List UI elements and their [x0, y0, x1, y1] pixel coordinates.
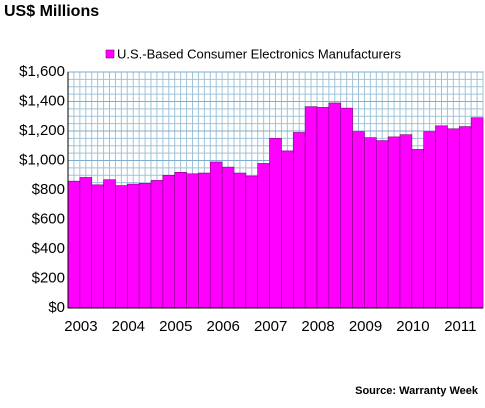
bar [150, 180, 164, 309]
x-tick-label: 2007 [254, 318, 287, 335]
bar [126, 183, 140, 309]
bar [435, 125, 448, 309]
chart-title: US$ Millions [4, 3, 99, 20]
x-tick-label: 2004 [112, 318, 145, 335]
bar [162, 174, 176, 309]
bar [316, 107, 330, 309]
y-tick-label: $1,200 [19, 122, 65, 139]
bar [269, 138, 282, 309]
bar [470, 117, 484, 309]
bar [292, 132, 306, 309]
y-tick-label: $400 [32, 240, 65, 257]
bar [115, 185, 128, 309]
x-tick-label: 2010 [396, 318, 429, 335]
bar [198, 172, 211, 309]
bar [399, 134, 413, 309]
bar [233, 172, 247, 309]
bar [458, 126, 472, 309]
y-tick-label: $600 [32, 210, 65, 227]
bar [364, 137, 377, 309]
bar [375, 140, 389, 309]
x-tick-label: 2006 [207, 318, 240, 335]
y-tick-label: $1,000 [19, 151, 65, 168]
x-tick-label: 2003 [64, 318, 97, 335]
y-tick-label: $800 [32, 181, 65, 198]
y-tick-label: $0 [48, 299, 65, 316]
bar [174, 172, 187, 309]
y-tick-label: $200 [32, 269, 65, 286]
bar [423, 131, 436, 309]
bar [79, 177, 93, 309]
bar [328, 102, 342, 309]
legend-swatch [105, 49, 115, 59]
bar [221, 166, 235, 309]
legend-label: U.S.-Based Consumer Electronics Manufact… [117, 46, 401, 61]
bar [304, 106, 318, 309]
bar [447, 128, 460, 309]
bar [387, 136, 401, 309]
bar [209, 161, 223, 309]
bar [281, 150, 294, 309]
source: Source: Warranty Week [355, 385, 479, 397]
bar [186, 173, 199, 309]
bar [103, 179, 116, 309]
bar [352, 131, 365, 309]
bar [138, 183, 152, 309]
y-tick-label: $1,400 [19, 92, 65, 109]
x-tick-label: 2008 [301, 318, 334, 335]
bar [67, 180, 81, 309]
bar [340, 107, 353, 309]
x-tick-label: 2009 [349, 318, 382, 335]
x-tick-label: 2011 [444, 318, 476, 335]
bar [245, 175, 259, 309]
y-tick-label: $1,600 [19, 63, 65, 80]
x-tick-label: 2005 [159, 318, 192, 335]
bar [411, 149, 425, 309]
bar [257, 163, 270, 309]
bar [91, 184, 104, 309]
